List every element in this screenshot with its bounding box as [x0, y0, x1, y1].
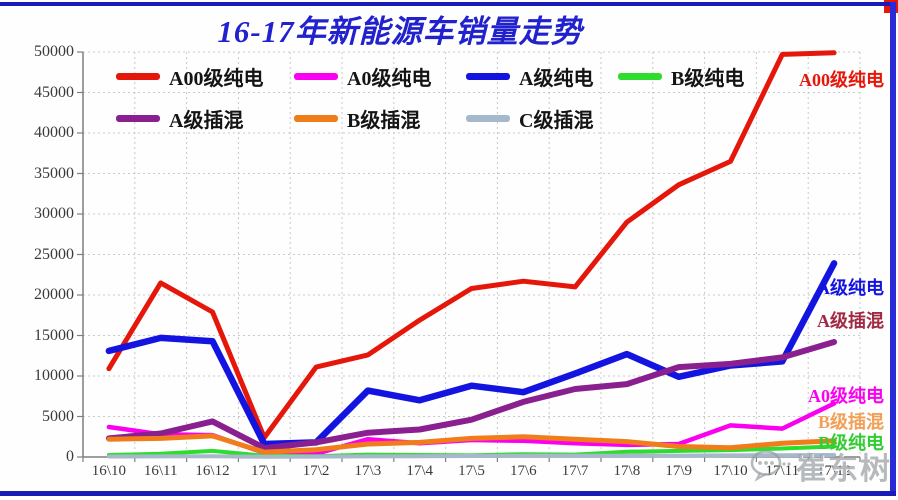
legend-swatch [466, 114, 510, 122]
y-tick-label: 25000 [34, 245, 74, 263]
y-tick-label: 10000 [34, 367, 74, 384]
legend-swatch [618, 72, 662, 80]
watermark: 崔东树 [750, 444, 892, 488]
series-line-0 [106, 50, 837, 441]
x-tick-label: 17\6 [509, 463, 537, 479]
y-tick-label: 50000 [34, 43, 74, 60]
x-tick-label: 17\8 [613, 463, 641, 479]
legend-swatch [116, 114, 160, 122]
chat-bubble-icon [750, 448, 794, 484]
legend-item-4: A级插混 [116, 106, 244, 132]
y-tick-label: 35000 [34, 164, 74, 182]
series-line-4 [105, 339, 838, 452]
x-tick-label: 17\3 [354, 463, 382, 479]
legend-item-5: B级插混 [294, 106, 421, 132]
x-tick-label: 16\11 [143, 463, 178, 479]
x-tick-label: 17\1 [250, 463, 278, 479]
legend-item-2: A级纯电 [466, 64, 594, 90]
legend-label: B级插混 [347, 109, 421, 132]
x-tick-label: 17\5 [458, 463, 485, 479]
x-tick-label: 16\12 [195, 463, 230, 479]
series-end-label-4: B级插混 [817, 411, 884, 432]
legend-label: B级纯电 [671, 67, 745, 90]
legend-item-6: C级插混 [466, 106, 594, 132]
legend-label: A级插混 [169, 109, 244, 132]
legend-label: C级插混 [519, 109, 594, 132]
series-line-5 [106, 433, 837, 455]
y-tick-label: 15000 [34, 326, 74, 344]
series-end-label-5: B级纯电 [817, 433, 884, 454]
legend-label: A0级纯电 [347, 67, 432, 90]
legend-swatch [466, 72, 510, 80]
series-end-label-1: A级纯电 [817, 278, 884, 299]
legend-item-3: B级纯电 [618, 64, 745, 90]
y-tick-label: 5000 [42, 407, 74, 425]
series-line-6 [106, 453, 837, 459]
series-line-2 [105, 260, 838, 448]
legend-swatch [294, 114, 338, 122]
frame-border-bottom [0, 491, 896, 496]
series-end-label-0: A00级纯电 [799, 70, 884, 91]
x-tick-label: 17\2 [302, 463, 330, 479]
chart-title: 16-17年新能源车销量走势 [217, 14, 583, 49]
y-tick-label: 0 [66, 448, 74, 465]
series-end-label-2: A级插混 [817, 311, 884, 332]
y-tick-label: 45000 [34, 83, 74, 101]
frame-border-top [0, 2, 894, 6]
y-tick-label: 30000 [34, 205, 74, 222]
legend-label: A级纯电 [519, 67, 594, 90]
x-tick-label: 17\10 [713, 463, 748, 479]
legend-label: A00级纯电 [169, 67, 264, 90]
y-tick-label: 40000 [34, 124, 74, 141]
frame-border-right [890, 2, 896, 491]
y-tick-label: 20000 [34, 286, 74, 303]
legend-item-1: A0级纯电 [294, 64, 432, 90]
series-end-label-3: A0级纯电 [808, 386, 884, 406]
x-tick-label: 17\4 [406, 463, 434, 479]
x-tick-label: 17\9 [665, 463, 693, 479]
x-tick-label: 17\11 [765, 463, 800, 479]
watermark-text: 崔东树 [796, 453, 892, 486]
legend-swatch [116, 72, 160, 80]
x-tick-label: 17\7 [561, 463, 589, 479]
legend-item-0: A00级纯电 [116, 64, 264, 90]
legend-swatch [294, 72, 338, 80]
x-tick-label: 17\12 [817, 463, 852, 479]
x-tick-label: 16\10 [91, 463, 126, 479]
